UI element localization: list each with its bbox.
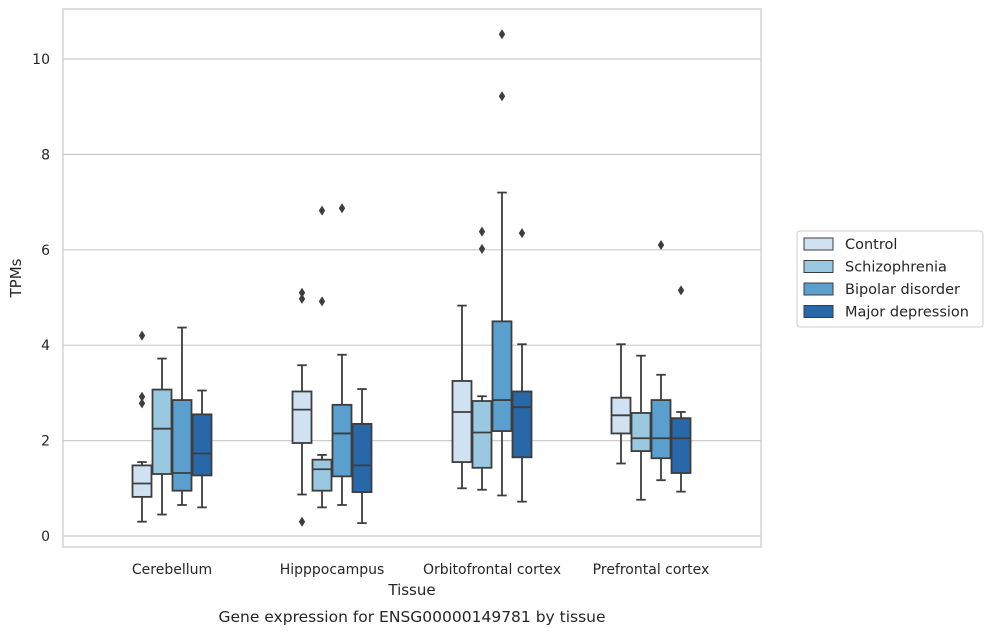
x-tick-label-2: Orbitofrontal cortex — [423, 562, 561, 578]
legend-swatch-3 — [803, 305, 834, 318]
box-0-1-iqr — [291, 390, 313, 444]
box-0-1-outlier-2 — [298, 287, 306, 298]
legend-swatch-0 — [803, 237, 834, 251]
box-1-2-outlier-0 — [478, 243, 486, 254]
x-tick-label-0: Cerebellum — [132, 562, 212, 578]
legend: Control Schizophrenia Bipolar disorder Majo… — [796, 230, 984, 328]
box-2-0-iqr — [171, 399, 193, 492]
y-tick-label-4: 4 — [41, 338, 50, 354]
legend-label-0: Control — [845, 237, 897, 253]
box-2-2-iqr — [491, 320, 513, 432]
legend-label-3: Major depression — [845, 305, 969, 321]
series-major-depression — [191, 228, 692, 525]
y-tick-label-2: 2 — [41, 434, 50, 450]
box-3-2-iqr — [511, 390, 533, 459]
series-bipolar-disorder — [171, 29, 672, 506]
box-2-2-outlier-0 — [498, 91, 506, 102]
series-control — [131, 287, 632, 527]
series-schizophrenia — [151, 205, 652, 516]
plot-frame — [62, 8, 762, 548]
x-axis-label: Tissue — [387, 581, 435, 599]
y-tick-label-0: 0 — [41, 529, 50, 545]
legend-label-1: Schizophrenia — [845, 260, 947, 276]
box-3-3-iqr — [670, 417, 692, 474]
x-tick-labels: Cerebellum Hipppocampus Orbitofrontal cort… — [132, 562, 709, 578]
legend-swatch-1 — [803, 260, 834, 273]
box-1-1-outlier-0 — [318, 296, 326, 307]
box-0-1-outlier-0 — [298, 516, 306, 527]
box-0-2-iqr — [451, 380, 473, 463]
box-3-0-iqr — [191, 413, 213, 477]
y-tick-labels: 0 2 4 6 8 10 — [32, 52, 50, 545]
box-1-1-iqr — [311, 458, 333, 492]
box-0-0-outlier-1 — [138, 391, 146, 402]
legend-swatch-2 — [803, 282, 834, 296]
y-tick-label-6: 6 — [41, 243, 50, 259]
box-3-2-outlier-0 — [518, 228, 526, 239]
figure-caption: Gene expression for ENSG00000149781 by t… — [218, 608, 605, 626]
box-1-1-outlier-1 — [318, 205, 326, 216]
box-1-3-iqr — [630, 412, 652, 452]
box-0-1-outlier-1 — [298, 293, 306, 304]
box-0-0-iqr — [131, 464, 153, 498]
box-0-0-outlier-2 — [138, 330, 146, 341]
y-tick-label-8: 8 — [41, 147, 50, 163]
box-2-1-iqr — [331, 403, 353, 478]
legend-frame — [796, 230, 984, 328]
box-0-0-outlier-0 — [138, 398, 146, 409]
box-series — [131, 29, 692, 527]
box-1-0-iqr — [151, 388, 173, 475]
box-2-1-outlier-0 — [338, 203, 346, 214]
box-1-2-iqr — [471, 400, 493, 469]
box-2-3-outlier-0 — [657, 240, 665, 251]
box-3-3-outlier-0 — [677, 285, 685, 296]
box-2-3-iqr — [650, 399, 672, 460]
x-tick-label-1: Hipppocampus — [280, 562, 385, 578]
y-axis-label: TPMs — [7, 258, 25, 298]
box-2-2-outlier-1 — [498, 29, 506, 40]
box-1-2-outlier-1 — [478, 226, 486, 237]
box-3-1-iqr — [351, 423, 373, 494]
x-tick-label-3: Prefrontal cortex — [593, 562, 710, 578]
y-tick-label-10: 10 — [32, 52, 50, 68]
legend-label-2: Bipolar disorder — [845, 282, 960, 298]
